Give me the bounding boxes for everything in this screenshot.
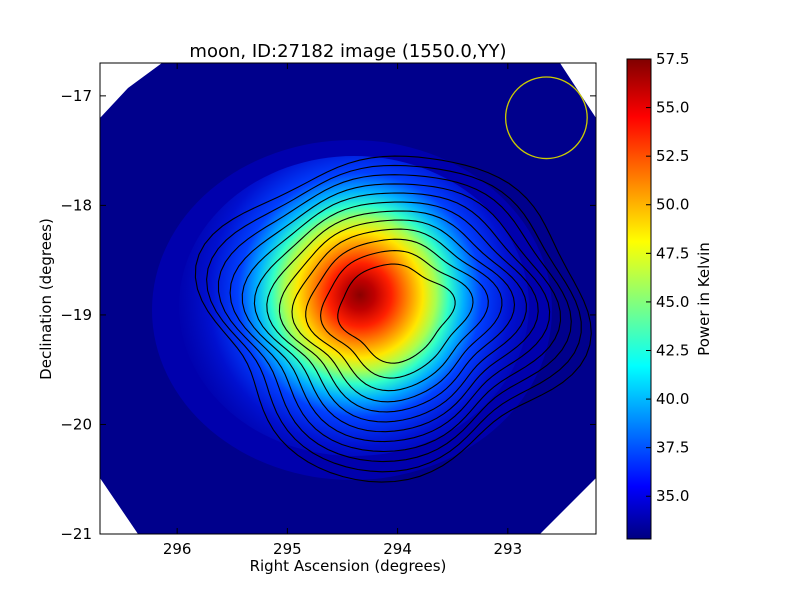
y-tick-label: −20 (60, 415, 92, 433)
x-tick-label: 294 (383, 540, 412, 558)
beam-circle (504, 76, 588, 160)
x-tick-label: 296 (163, 540, 192, 558)
contour-line (266, 210, 527, 423)
x-tick-label: 293 (494, 540, 523, 558)
colorbar-tick-label: 47.5 (656, 244, 689, 262)
contour-line (291, 228, 503, 403)
x-axis-ticks: 296 295 294 293 (163, 63, 522, 558)
contour-line (241, 192, 551, 443)
colorbar-tick-label: 57.5 (656, 50, 689, 68)
colorbar-tick-label: 42.5 (656, 341, 689, 359)
contour-line (320, 250, 474, 379)
plot-area (100, 63, 596, 534)
contour-line (337, 263, 456, 364)
chart-title: moon, ID:27182 image (1550.0,YY) (189, 41, 506, 62)
y-tick-label: −19 (60, 306, 92, 324)
colorbar-ticks: 35.0 37.5 40.0 42.5 45.0 47.5 50.0 52.5 55.0 57.5 (646, 50, 689, 505)
y-tick-label: −17 (60, 87, 92, 105)
y-tick-label: −18 (60, 196, 92, 214)
contour-line (206, 164, 582, 473)
contour-line (253, 201, 539, 433)
plot-frame (99, 62, 597, 535)
y-axis-label: Declination (degrees) (37, 218, 55, 380)
moon-blob (152, 140, 552, 480)
contour-line (217, 174, 572, 463)
colorbar-tick-label: 35.0 (656, 487, 689, 505)
colorbar-tick-label: 40.0 (656, 390, 689, 408)
contour-line (229, 183, 562, 453)
colorbar-tick-label: 52.5 (656, 147, 689, 165)
x-axis-label: Right Ascension (degrees) (250, 557, 447, 575)
contour-line (194, 155, 592, 483)
contour-line (305, 238, 489, 392)
colorbar (626, 58, 652, 540)
colorbar-label: Power in Kelvin (695, 242, 713, 356)
y-axis-ticks: −17 −18 −19 −20 −21 (60, 87, 596, 543)
y-tick-label: −21 (60, 525, 92, 543)
contour-lines (194, 155, 592, 483)
contour-line (278, 219, 516, 413)
colorbar-tick-label: 55.0 (656, 99, 689, 117)
colorbar-tick-label: 37.5 (656, 439, 689, 457)
x-tick-label: 295 (273, 540, 302, 558)
colorbar-tick-label: 45.0 (656, 293, 689, 311)
colorbar-tick-label: 50.0 (656, 196, 689, 214)
